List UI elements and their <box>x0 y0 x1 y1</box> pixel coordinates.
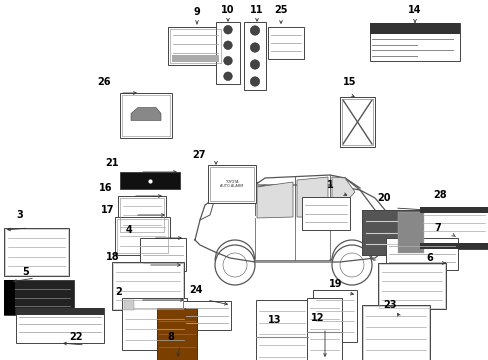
Bar <box>16 308 104 343</box>
Text: 23: 23 <box>383 300 396 310</box>
Bar <box>361 305 429 360</box>
Bar <box>369 23 459 33</box>
Text: TOYOTA
AUTO ALARM: TOYOTA AUTO ALARM <box>220 180 243 188</box>
Bar <box>4 228 69 276</box>
Text: 20: 20 <box>376 193 390 203</box>
Text: 1: 1 <box>326 180 333 190</box>
Bar <box>115 217 170 255</box>
Bar <box>168 27 223 65</box>
Bar <box>183 301 230 330</box>
Bar <box>172 55 219 62</box>
Text: 9: 9 <box>193 7 200 17</box>
Text: 26: 26 <box>97 77 110 87</box>
Text: 2: 2 <box>115 287 122 297</box>
Text: 19: 19 <box>328 279 342 289</box>
Bar <box>120 198 163 232</box>
Bar <box>216 22 240 84</box>
Text: 8: 8 <box>167 332 174 342</box>
Circle shape <box>223 26 232 34</box>
Bar <box>256 300 307 360</box>
Text: 3: 3 <box>17 210 23 220</box>
Text: 5: 5 <box>22 267 29 277</box>
Polygon shape <box>131 108 161 121</box>
Bar <box>118 196 165 234</box>
Circle shape <box>250 43 259 52</box>
Bar <box>157 308 197 360</box>
Bar <box>120 172 180 189</box>
Bar <box>120 93 172 138</box>
Bar <box>140 238 185 271</box>
Bar <box>385 238 457 270</box>
Bar <box>397 212 423 253</box>
Bar <box>122 95 170 136</box>
Text: 21: 21 <box>105 158 119 168</box>
Bar <box>244 22 265 90</box>
Bar <box>4 280 15 315</box>
Circle shape <box>223 72 232 81</box>
Bar <box>419 243 487 249</box>
Circle shape <box>223 41 232 50</box>
Bar <box>369 23 459 61</box>
Text: 14: 14 <box>407 5 421 15</box>
Bar <box>312 290 356 342</box>
Text: 12: 12 <box>311 313 324 323</box>
Circle shape <box>250 26 259 35</box>
Bar <box>124 300 134 310</box>
Bar <box>16 308 104 315</box>
Bar <box>117 219 168 253</box>
Text: 24: 24 <box>189 285 203 295</box>
Text: 6: 6 <box>426 253 432 263</box>
Bar <box>377 263 445 309</box>
Text: 17: 17 <box>101 205 115 215</box>
Polygon shape <box>331 177 354 217</box>
Bar <box>170 29 221 63</box>
Text: 11: 11 <box>250 5 263 15</box>
Text: 16: 16 <box>99 183 113 193</box>
Bar <box>378 264 444 308</box>
Text: 18: 18 <box>106 252 120 262</box>
Bar <box>362 306 428 360</box>
Text: 22: 22 <box>69 332 82 342</box>
Bar <box>361 210 426 255</box>
Text: 7: 7 <box>434 223 441 233</box>
Bar <box>419 207 487 213</box>
Circle shape <box>250 77 259 86</box>
Text: 25: 25 <box>274 5 287 15</box>
Text: 27: 27 <box>192 150 205 160</box>
Bar <box>5 229 68 275</box>
Bar <box>113 263 183 309</box>
Bar <box>267 27 304 59</box>
Bar <box>302 197 349 230</box>
Text: 28: 28 <box>432 190 446 200</box>
Bar <box>341 99 372 145</box>
Bar <box>306 298 341 360</box>
Text: 15: 15 <box>343 77 356 87</box>
Polygon shape <box>296 177 327 217</box>
Bar <box>361 210 426 255</box>
Bar <box>4 280 74 315</box>
Bar <box>339 97 374 147</box>
Circle shape <box>223 57 232 65</box>
Circle shape <box>250 60 259 69</box>
Bar <box>112 262 183 310</box>
Polygon shape <box>257 182 292 218</box>
Text: 13: 13 <box>268 315 281 325</box>
Bar <box>207 165 256 203</box>
Bar <box>122 298 186 350</box>
Bar <box>419 207 487 249</box>
Text: 10: 10 <box>221 5 234 15</box>
Text: 4: 4 <box>125 225 132 235</box>
Bar <box>209 167 253 201</box>
